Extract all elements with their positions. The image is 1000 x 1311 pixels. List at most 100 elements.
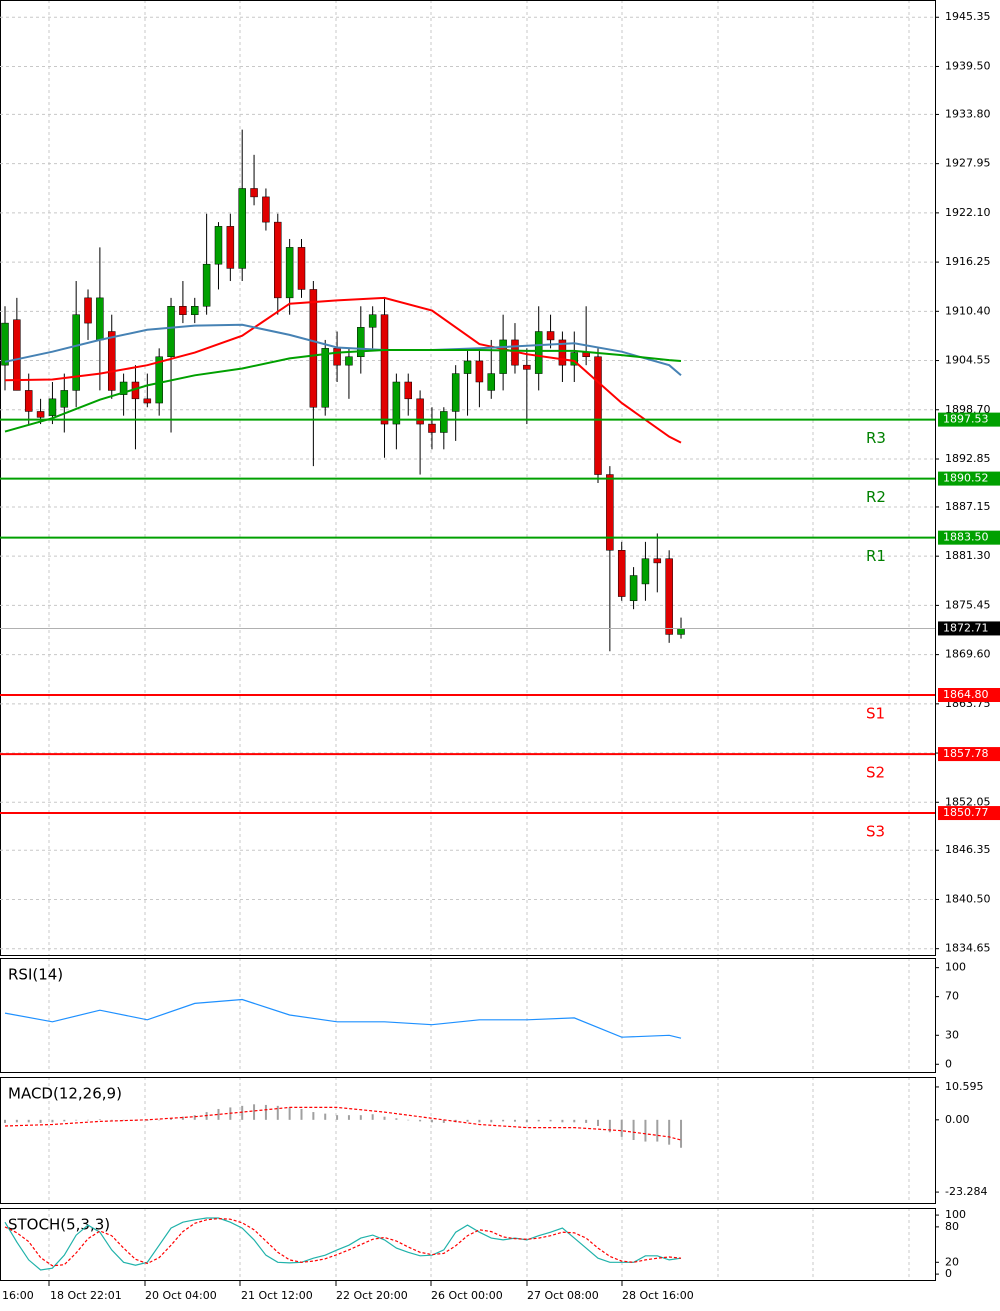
level-value: 1850.77 xyxy=(943,806,989,819)
last-price-label: 1872.71 xyxy=(943,621,989,634)
y-tick-label: 1852.05 xyxy=(945,795,991,808)
macd-bar xyxy=(27,1119,30,1123)
macd-bar xyxy=(466,1119,469,1122)
macd-bar xyxy=(312,1112,315,1120)
y-tick-label: 1933.80 xyxy=(945,107,991,120)
macd-bar xyxy=(371,1114,374,1120)
macd-bar xyxy=(276,1105,279,1120)
level-box xyxy=(938,530,1000,545)
candle-body xyxy=(214,226,223,265)
level-value: 1857.78 xyxy=(943,747,989,760)
candle-body xyxy=(617,550,626,597)
y-tick-label: 1922.10 xyxy=(945,206,991,219)
candle-body xyxy=(143,398,152,404)
level-name: R3 xyxy=(866,429,886,447)
candle-body xyxy=(416,398,424,425)
level-name: S1 xyxy=(866,705,885,723)
candle-body xyxy=(451,373,460,412)
level-value: 1897.53 xyxy=(943,413,989,426)
y-tick-label: 0 xyxy=(945,1267,952,1280)
indicator-line xyxy=(4,1217,682,1267)
macd-bar xyxy=(241,1105,244,1120)
candle-body xyxy=(523,364,531,370)
candle-body xyxy=(285,247,294,299)
candle-body xyxy=(262,196,270,223)
candle-body xyxy=(167,306,175,358)
y-tick-label: 80 xyxy=(945,1220,959,1233)
y-tick-label: -23.284 xyxy=(945,1185,987,1198)
candle-body xyxy=(368,314,377,328)
macd-bar xyxy=(608,1119,611,1133)
candle-body xyxy=(48,398,57,416)
y-tick-label: 100 xyxy=(945,961,966,974)
level-value: 1864.80 xyxy=(943,688,989,701)
y-tick-label: 1881.30 xyxy=(945,549,991,562)
macd-bar xyxy=(383,1116,386,1120)
candle-body xyxy=(250,188,258,198)
candle-body xyxy=(321,348,329,408)
candle-body xyxy=(392,381,401,425)
y-tick-label: 1945.35 xyxy=(945,10,991,23)
macd-bar xyxy=(158,1119,161,1121)
candle-body xyxy=(629,575,638,602)
candle-body xyxy=(606,474,614,551)
macd-bar xyxy=(537,1119,540,1122)
candle-body xyxy=(558,339,567,366)
x-tick-label: 16:00 xyxy=(2,1289,34,1302)
level-box xyxy=(938,688,1000,703)
candle-body xyxy=(60,390,69,408)
macd-bar xyxy=(110,1119,113,1121)
candle-body xyxy=(582,352,590,358)
candle-body xyxy=(594,356,602,475)
macd-bar xyxy=(170,1118,173,1120)
y-tick-label: 10.595 xyxy=(945,1080,984,1093)
y-tick-label: 1916.25 xyxy=(945,255,991,268)
panel-frame xyxy=(0,1077,936,1204)
candle-body xyxy=(119,381,128,395)
macd-bar xyxy=(51,1119,54,1123)
x-tick-label: 21 Oct 12:00 xyxy=(241,1289,313,1302)
x-tick-label: 18 Oct 22:01 xyxy=(50,1289,122,1302)
y-tick-label: 1869.60 xyxy=(945,648,991,661)
indicator-line xyxy=(4,1106,682,1141)
y-tick-label: 1939.50 xyxy=(945,59,991,72)
candle-body xyxy=(345,356,353,366)
indicator-line xyxy=(4,296,682,444)
candle-body xyxy=(534,331,543,374)
y-tick-label: 30 xyxy=(945,1028,959,1041)
candle-body xyxy=(1,322,9,366)
macd-bar xyxy=(644,1119,647,1142)
candle-body xyxy=(13,319,21,391)
y-tick-label: 0 xyxy=(945,1057,952,1070)
macd-bar xyxy=(4,1119,6,1123)
macd-bar xyxy=(680,1119,683,1148)
macd-bar xyxy=(347,1115,350,1120)
candle-body xyxy=(333,348,341,366)
y-tick-label: 70 xyxy=(945,990,959,1003)
macd-bar xyxy=(75,1119,78,1121)
macd-bar xyxy=(502,1119,505,1122)
indicator-title: RSI(14) xyxy=(8,966,63,984)
macd-bar xyxy=(573,1119,576,1123)
level-value: 1883.50 xyxy=(943,531,989,544)
candle-body xyxy=(96,297,104,341)
level-name: R2 xyxy=(866,488,886,506)
candle-body xyxy=(191,306,199,315)
macd-bar xyxy=(87,1119,90,1121)
macd-bar xyxy=(324,1113,327,1120)
level-name: R1 xyxy=(866,547,886,565)
candle-body xyxy=(36,411,45,418)
macd-bar xyxy=(478,1119,481,1123)
macd-bar xyxy=(585,1119,588,1123)
macd-bar xyxy=(561,1119,564,1123)
candle-body xyxy=(202,263,211,307)
candle-body xyxy=(107,331,116,391)
macd-bar xyxy=(407,1119,410,1121)
macd-bar xyxy=(525,1119,528,1123)
candle-body xyxy=(24,390,33,412)
macd-bar xyxy=(620,1119,623,1137)
level-name: S2 xyxy=(866,764,885,782)
candle-body xyxy=(309,289,318,408)
